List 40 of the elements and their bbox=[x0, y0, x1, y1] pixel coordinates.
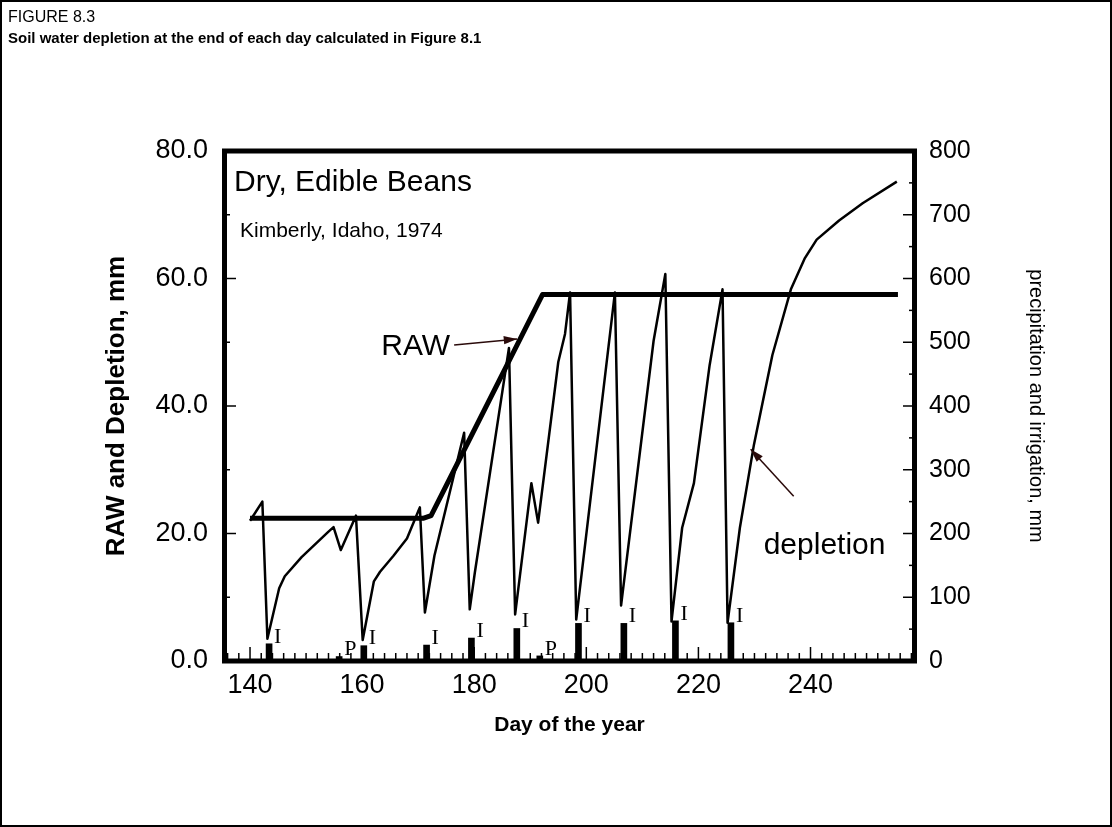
y2-tick-label: 300 bbox=[929, 453, 971, 482]
text: FIGURE 8.3 bbox=[8, 8, 96, 26]
data-label: I bbox=[476, 616, 484, 642]
data-label: I bbox=[368, 624, 377, 650]
data-label: P bbox=[344, 635, 357, 661]
data-label: I bbox=[583, 602, 591, 628]
y2-tick-label: 600 bbox=[929, 262, 971, 291]
y-tick-label: 80.0 bbox=[155, 134, 208, 165]
y-axis-title: RAW and Depletion, mm bbox=[99, 255, 130, 557]
data-label: I bbox=[521, 607, 530, 633]
y2-tick-label: 0 bbox=[929, 644, 943, 673]
y2-axis-title: precipitation and irrigation, mm bbox=[1026, 269, 1049, 543]
annotation: Kimberly, Idaho, 1974 bbox=[240, 217, 444, 241]
data-label: I bbox=[735, 601, 744, 627]
data-label: P bbox=[544, 634, 558, 660]
chart-subtitle: Soil water depletion at the end of each day calculated in Figure 8.1 bbox=[8, 29, 482, 46]
y-tick-label: 60.0 bbox=[155, 261, 208, 292]
annotation: Dry, Edible Beans bbox=[234, 164, 472, 198]
y-tick-label: 0.0 bbox=[170, 644, 208, 675]
y2-tick-label: 500 bbox=[929, 326, 971, 355]
x-tick-label: 180 bbox=[451, 668, 497, 699]
y2-tick-label: 400 bbox=[929, 389, 971, 418]
y-tick-label: 20.0 bbox=[155, 516, 208, 547]
y2-tick-label: 100 bbox=[929, 581, 971, 610]
y-tick-label: 40.0 bbox=[155, 389, 208, 420]
x-tick-label: 140 bbox=[227, 668, 273, 699]
data-label: I bbox=[431, 623, 439, 649]
data-label: I bbox=[274, 622, 282, 648]
x-tick-label: 220 bbox=[675, 668, 721, 699]
series-label: depletion bbox=[763, 527, 886, 561]
x-tick-label: 200 bbox=[563, 668, 609, 699]
series-label: RAW bbox=[381, 328, 451, 362]
y2-tick-label: 200 bbox=[929, 517, 971, 546]
x-tick-label: 240 bbox=[787, 668, 834, 699]
x-tick-label: 160 bbox=[339, 668, 385, 699]
data-label: I bbox=[628, 602, 637, 628]
x-axis-title: Day of the year bbox=[494, 712, 645, 736]
y2-tick-label: 700 bbox=[929, 198, 971, 227]
y2-tick-label: 800 bbox=[929, 134, 971, 163]
data-label: I bbox=[680, 599, 688, 625]
